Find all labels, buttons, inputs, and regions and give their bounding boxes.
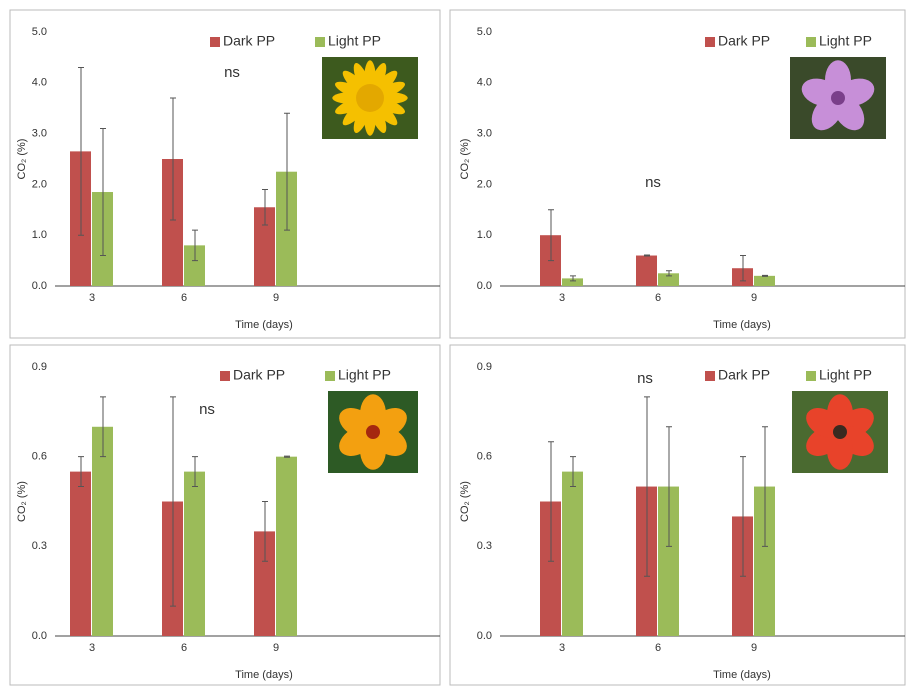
y-tick-label: 0.0 — [32, 630, 47, 642]
legend-label: Light PP — [338, 367, 391, 383]
y-tick-label: 2.0 — [32, 178, 47, 190]
y-tick-label: 0.3 — [477, 540, 492, 552]
x-axis-title: Time (days) — [713, 319, 771, 331]
annotation: ns — [637, 370, 653, 387]
y-axis-title: CO₂ (%) — [459, 139, 471, 180]
x-axis-title: Time (days) — [713, 669, 771, 681]
legend-swatch — [315, 37, 325, 47]
y-tick-label: 0.9 — [32, 361, 47, 373]
legend-label: Dark PP — [223, 33, 275, 49]
y-axis-title: CO₂ (%) — [459, 481, 471, 522]
legend-label: Dark PP — [718, 33, 770, 49]
y-tick-label: 0.0 — [477, 630, 492, 642]
legend-label: Light PP — [819, 367, 872, 383]
y-tick-label: 5.0 — [477, 26, 492, 38]
y-tick-label: 1.0 — [32, 229, 47, 241]
annotation: ns — [199, 401, 215, 418]
x-tick-label: 3 — [89, 292, 95, 304]
legend-swatch — [705, 37, 715, 47]
x-tick-label: 9 — [273, 642, 279, 654]
legend-swatch — [806, 371, 816, 381]
x-tick-label: 3 — [89, 642, 95, 654]
y-axis-title: CO₂ (%) — [16, 139, 28, 180]
y-tick-label: 2.0 — [477, 178, 492, 190]
legend-label: Dark PP — [233, 367, 285, 383]
flower-center — [366, 425, 380, 439]
bar — [754, 276, 775, 286]
y-tick-label: 1.0 — [477, 229, 492, 241]
flower-center — [356, 84, 384, 112]
figure: 0.0 1.0 2.0 3.0 4.0 5.0 CO₂ (%) Time (days) ns 3 6… — [0, 0, 907, 686]
flower-center — [833, 425, 847, 439]
bar — [92, 427, 113, 636]
legend-swatch — [705, 371, 715, 381]
x-axis-title: Time (days) — [235, 669, 293, 681]
y-tick-label: 5.0 — [32, 26, 47, 38]
y-tick-label: 0.6 — [477, 451, 492, 463]
legend-swatch — [806, 37, 816, 47]
legend-swatch — [325, 371, 335, 381]
y-tick-label: 0.0 — [477, 280, 492, 292]
y-tick-label: 0.6 — [32, 451, 47, 463]
bar — [184, 472, 205, 636]
y-tick-label: 0.3 — [32, 540, 47, 552]
legend-label: Light PP — [328, 33, 381, 49]
x-tick-label: 9 — [273, 292, 279, 304]
legend-swatch — [220, 371, 230, 381]
bar — [276, 457, 297, 636]
x-axis-title: Time (days) — [235, 319, 293, 331]
x-tick-label: 9 — [751, 642, 757, 654]
x-tick-label: 3 — [559, 642, 565, 654]
bar — [562, 472, 583, 636]
y-tick-label: 0.0 — [32, 280, 47, 292]
y-tick-label: 4.0 — [477, 77, 492, 89]
annotation: ns — [224, 64, 240, 81]
y-axis-title: CO₂ (%) — [16, 481, 28, 522]
x-tick-label: 9 — [751, 292, 757, 304]
y-tick-label: 3.0 — [477, 128, 492, 140]
y-tick-label: 0.9 — [477, 361, 492, 373]
legend-label: Light PP — [819, 33, 872, 49]
bar — [70, 472, 91, 636]
y-tick-label: 4.0 — [32, 77, 47, 89]
flower-center — [831, 91, 845, 105]
legend-label: Dark PP — [718, 367, 770, 383]
y-tick-label: 3.0 — [32, 128, 47, 140]
x-tick-label: 6 — [181, 292, 187, 304]
x-tick-label: 6 — [655, 642, 661, 654]
legend-swatch — [210, 37, 220, 47]
x-tick-label: 3 — [559, 292, 565, 304]
x-tick-label: 6 — [181, 642, 187, 654]
annotation: ns — [645, 174, 661, 191]
x-tick-label: 6 — [655, 292, 661, 304]
bar — [636, 256, 657, 286]
